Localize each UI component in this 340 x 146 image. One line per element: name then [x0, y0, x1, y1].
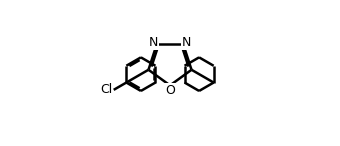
Text: N: N — [182, 36, 191, 49]
Text: O: O — [165, 84, 175, 97]
Text: N: N — [149, 36, 158, 49]
Text: Cl: Cl — [101, 83, 113, 96]
